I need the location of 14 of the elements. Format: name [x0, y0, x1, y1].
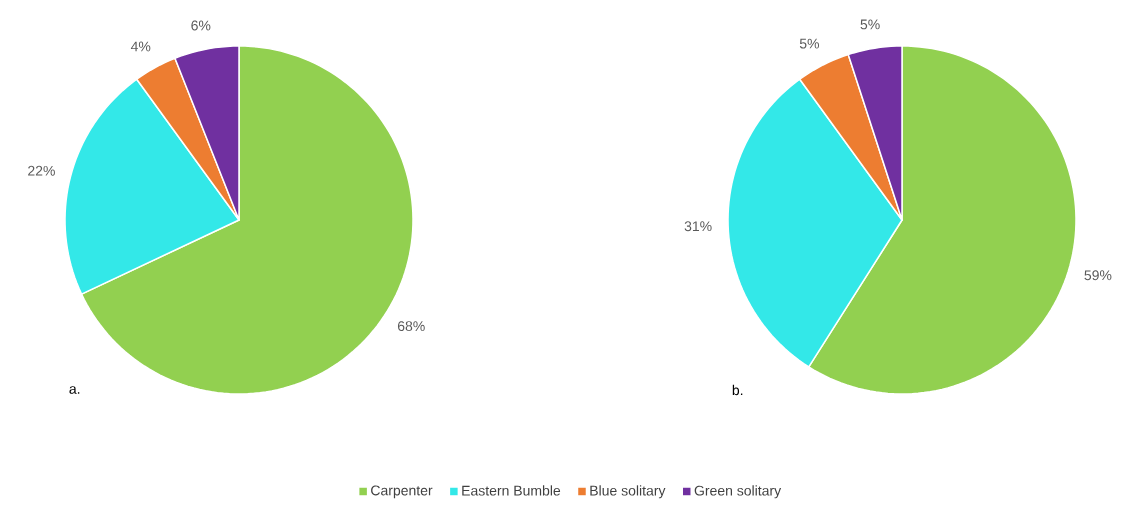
data-label: 4% — [130, 41, 151, 52]
legend-label: Carpenter — [371, 485, 433, 499]
text: b. — [732, 384, 743, 396]
data-label: 5% — [799, 38, 820, 49]
legend-label: Blue solitary — [590, 485, 666, 499]
data-label: 68% — [397, 321, 425, 332]
data-label: 5% — [860, 19, 880, 30]
data-label: 31% — [684, 221, 712, 232]
data-label: 6% — [191, 20, 211, 31]
legend-label: Eastern Bumble — [462, 485, 561, 496]
text: a. — [69, 386, 80, 394]
legend-label: Green solitary — [694, 485, 782, 499]
data-label: 59% — [1084, 270, 1112, 281]
data-label: 22% — [28, 165, 55, 176]
